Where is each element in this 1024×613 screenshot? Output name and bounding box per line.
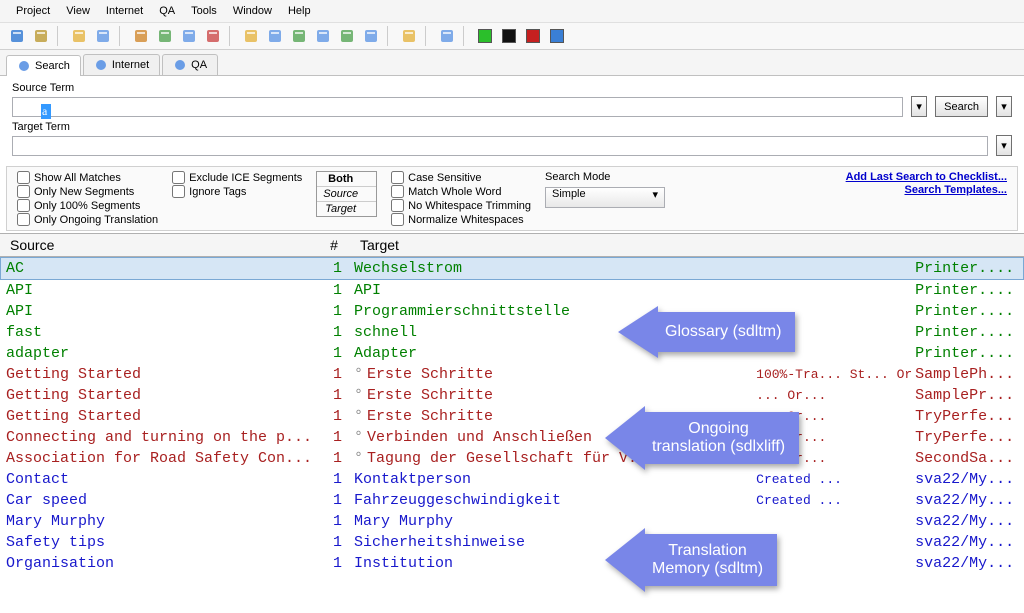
result-row[interactable]: Connecting and turning on the p...1Verbi… (0, 427, 1024, 448)
target-term-input[interactable] (12, 136, 988, 156)
tree-icon[interactable] (361, 26, 381, 46)
menu-qa[interactable]: QA (151, 3, 183, 19)
option-only-100-segments[interactable]: Only 100% Segments (17, 199, 158, 212)
folder-open-icon[interactable] (69, 26, 89, 46)
callout-glossary: Glossary (sdltm) (618, 306, 795, 358)
search-mode-dropdown[interactable]: ▾ (996, 96, 1012, 117)
globe-icon (94, 58, 108, 72)
search-templates-link[interactable]: Search Templates... (846, 184, 1007, 196)
menu-help[interactable]: Help (280, 3, 319, 19)
menu-window[interactable]: Window (225, 3, 280, 19)
result-row[interactable]: Organisation1Institutionsva22/My... (0, 553, 1024, 574)
source-term-input[interactable] (12, 97, 903, 117)
result-row[interactable]: Getting Started1Erste Schritte100%-Tra..… (0, 364, 1024, 385)
source-history-dropdown[interactable]: ▾ (911, 96, 927, 117)
option-case-sensitive[interactable]: Case Sensitive (391, 171, 531, 184)
print-icon[interactable] (7, 26, 27, 46)
export-icon[interactable] (399, 26, 419, 46)
find-icon[interactable] (289, 26, 309, 46)
source-term-label: Source Term (12, 82, 1012, 94)
result-row[interactable]: Association for Road Safety Con...1Tagun… (0, 448, 1024, 469)
menu-project[interactable]: Project (8, 3, 58, 19)
search-mode-select[interactable]: Simple ▾ (545, 187, 665, 208)
add-last-search-link[interactable]: Add Last Search to Checklist... (846, 171, 1007, 183)
result-row[interactable]: Getting Started1Erste Schritte ... Or...… (0, 385, 1024, 406)
search-mode-label: Search Mode (545, 171, 665, 183)
col-source[interactable]: Source (6, 237, 314, 253)
color-square-2[interactable] (523, 26, 543, 46)
doc4-icon[interactable] (203, 26, 223, 46)
source-input-selection: a (41, 104, 51, 119)
color-square-3[interactable] (547, 26, 567, 46)
col-target[interactable]: Target (354, 237, 1018, 253)
option-only-ongoing-translation[interactable]: Only Ongoing Translation (17, 213, 158, 226)
result-row[interactable]: API1ProgrammierschnittstellePrinter.... (0, 301, 1024, 322)
tab-strip: SearchInternetQA (0, 50, 1024, 76)
results-header: Source # Target (0, 233, 1024, 257)
search-button[interactable]: Search (935, 96, 988, 117)
result-row[interactable]: adapter1AdapterPrinter.... (0, 343, 1024, 364)
save-icon[interactable] (93, 26, 113, 46)
target-history-dropdown[interactable]: ▾ (996, 135, 1012, 156)
panel-icon[interactable] (437, 26, 457, 46)
target-term-label: Target Term (12, 121, 1012, 133)
option-only-new-segments[interactable]: Only New Segments (17, 185, 158, 198)
tab-internet[interactable]: Internet (83, 54, 160, 75)
doc3-icon[interactable] (179, 26, 199, 46)
color-square-1[interactable] (499, 26, 519, 46)
menu-bar: ProjectViewInternetQAToolsWindowHelp (0, 0, 1024, 23)
callout-tm: TranslationMemory (sdltm) (605, 528, 777, 592)
check-icon (173, 58, 187, 72)
result-row[interactable]: Safety tips1Sicherheitshinweisesva22/My.… (0, 532, 1024, 553)
option-normalize-whitespaces[interactable]: Normalize Whitespaces (391, 213, 531, 226)
undo-icon[interactable] (31, 26, 51, 46)
doc2-icon[interactable] (155, 26, 175, 46)
result-row[interactable]: AC1WechselstromPrinter.... (0, 257, 1024, 280)
result-row[interactable]: fast1schnellPrinter.... (0, 322, 1024, 343)
toolbar (0, 23, 1024, 50)
color-square-0[interactable] (475, 26, 495, 46)
tab-qa[interactable]: QA (162, 54, 218, 75)
both-source-target-toggle[interactable]: Both Source Target (316, 171, 377, 217)
option-show-all-matches[interactable]: Show All Matches (17, 171, 158, 184)
options-panel: Show All MatchesOnly New SegmentsOnly 10… (6, 166, 1018, 231)
zoom-icon[interactable] (313, 26, 333, 46)
result-row[interactable]: Contact1KontaktpersonCreated ...sva22/My… (0, 469, 1024, 490)
col-num[interactable]: # (314, 237, 354, 253)
callout-ongoing: Ongoingtranslation (sdlxliff) (605, 406, 799, 470)
search-panel: Source Term ▾ Search ▾ Target Term ▾ (0, 76, 1024, 164)
search-icon (17, 59, 31, 73)
tab-search[interactable]: Search (6, 55, 81, 76)
option-exclude-ice-segments[interactable]: Exclude ICE Segments (172, 171, 302, 184)
doc1-icon[interactable] (131, 26, 151, 46)
menu-view[interactable]: View (58, 3, 98, 19)
result-row[interactable]: Getting Started1Erste Schritte ... Or...… (0, 406, 1024, 427)
result-row[interactable]: Car speed1FahrzeuggeschwindigkeitCreated… (0, 490, 1024, 511)
result-row[interactable]: Mary Murphy1Mary Murphysva22/My... (0, 511, 1024, 532)
result-row[interactable]: API1APIPrinter.... (0, 280, 1024, 301)
list-icon[interactable] (265, 26, 285, 46)
menu-tools[interactable]: Tools (183, 3, 225, 19)
option-ignore-tags[interactable]: Ignore Tags (172, 185, 302, 198)
copy-icon[interactable] (241, 26, 261, 46)
option-no-whitespace-trimming[interactable]: No Whitespace Trimming (391, 199, 531, 212)
menu-internet[interactable]: Internet (98, 3, 151, 19)
results-grid: AC1WechselstromPrinter....API1APIPrinter… (0, 257, 1024, 574)
refresh-icon[interactable] (337, 26, 357, 46)
option-match-whole-word[interactable]: Match Whole Word (391, 185, 531, 198)
